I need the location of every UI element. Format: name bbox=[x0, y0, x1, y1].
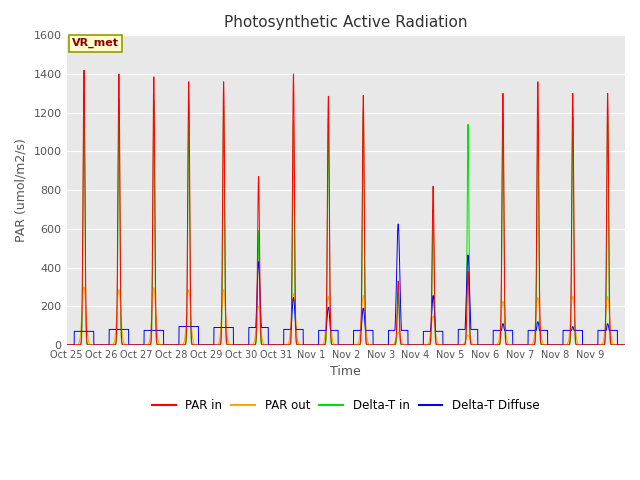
PAR out bbox=[499, 299, 507, 304]
PAR out bbox=[397, 336, 404, 342]
Delta-T in bbox=[541, 342, 548, 348]
Delta-T Diffuse bbox=[179, 324, 186, 329]
PAR in bbox=[397, 338, 404, 344]
Delta-T Diffuse bbox=[527, 327, 534, 333]
Delta-T Diffuse bbox=[621, 342, 629, 348]
Line: Delta-T Diffuse: Delta-T Diffuse bbox=[67, 224, 625, 345]
PAR out bbox=[527, 342, 534, 348]
Delta-T in bbox=[621, 342, 629, 348]
PAR in bbox=[541, 342, 548, 348]
X-axis label: Time: Time bbox=[330, 365, 361, 378]
PAR in bbox=[179, 342, 186, 348]
Delta-T in bbox=[527, 342, 534, 348]
Line: Delta-T in: Delta-T in bbox=[67, 94, 625, 345]
Title: Photosynthetic Active Radiation: Photosynthetic Active Radiation bbox=[224, 15, 468, 30]
Delta-T Diffuse bbox=[63, 342, 70, 348]
Delta-T in bbox=[179, 342, 186, 348]
PAR in bbox=[621, 342, 629, 348]
PAR out bbox=[367, 342, 374, 348]
PAR out bbox=[179, 342, 186, 348]
Delta-T in bbox=[80, 91, 88, 96]
PAR out bbox=[63, 342, 70, 348]
Delta-T Diffuse bbox=[541, 327, 548, 333]
Y-axis label: PAR (umol/m2/s): PAR (umol/m2/s) bbox=[15, 138, 28, 242]
Delta-T Diffuse bbox=[397, 301, 404, 307]
Legend: PAR in, PAR out, Delta-T in, Delta-T Diffuse: PAR in, PAR out, Delta-T in, Delta-T Dif… bbox=[147, 394, 544, 416]
Delta-T in bbox=[397, 340, 404, 346]
PAR in bbox=[367, 342, 374, 348]
Delta-T Diffuse bbox=[367, 327, 374, 333]
Text: VR_met: VR_met bbox=[72, 38, 119, 48]
PAR in bbox=[63, 342, 70, 348]
PAR in bbox=[80, 67, 88, 73]
Delta-T Diffuse bbox=[394, 221, 402, 227]
PAR out bbox=[80, 284, 88, 290]
PAR out bbox=[621, 342, 629, 348]
Delta-T Diffuse bbox=[499, 321, 507, 326]
PAR in bbox=[499, 93, 507, 98]
Delta-T in bbox=[499, 113, 507, 119]
Delta-T in bbox=[63, 342, 70, 348]
Delta-T in bbox=[367, 342, 374, 348]
PAR in bbox=[527, 342, 534, 348]
PAR out bbox=[541, 342, 548, 348]
Line: PAR in: PAR in bbox=[67, 70, 625, 345]
Line: PAR out: PAR out bbox=[67, 287, 625, 345]
